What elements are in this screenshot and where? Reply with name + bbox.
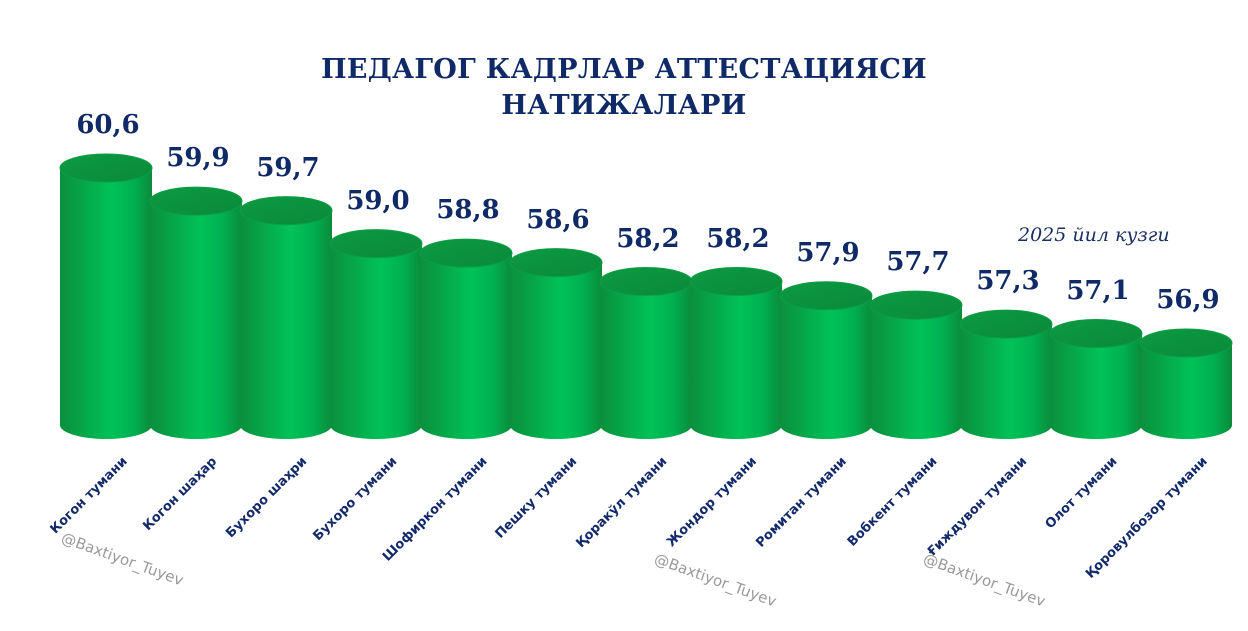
bar [599,267,693,439]
value-label: 56,9 [1156,285,1220,315]
bar [419,238,513,439]
bar [239,196,333,439]
bar [329,229,423,439]
bar [689,267,783,439]
bar [1139,328,1233,439]
bar [869,290,963,439]
chart-title: ПЕДАГОГ КАДРЛАР АТТЕСТАЦИЯСИ НАТИЖАЛАРИ [0,52,1248,124]
bar [509,248,603,439]
value-label: 59,0 [346,185,410,216]
value-label: 57,9 [796,237,860,268]
value-label: 58,8 [436,195,500,226]
bar [959,309,1053,439]
value-label: 58,6 [526,204,590,235]
value-label: 57,1 [1066,275,1130,306]
bar [59,153,153,439]
value-label: 60,6 [76,110,140,140]
value-label: 57,3 [976,266,1040,297]
chart-subtitle: 2025 йил кузги [1018,224,1170,246]
bar [149,186,243,439]
value-label: 58,2 [616,223,680,254]
bars-group [59,153,1233,439]
chart-title-line1: ПЕДАГОГ КАДРЛАР АТТЕСТАЦИЯСИ [321,54,927,85]
bar [779,281,873,439]
bar [1049,319,1143,439]
value-label: 59,9 [166,143,230,174]
value-label: 59,7 [256,152,320,183]
chart-title-line2: НАТИЖАЛАРИ [501,90,747,121]
value-label: 58,2 [706,223,770,254]
value-label: 57,7 [886,247,950,278]
